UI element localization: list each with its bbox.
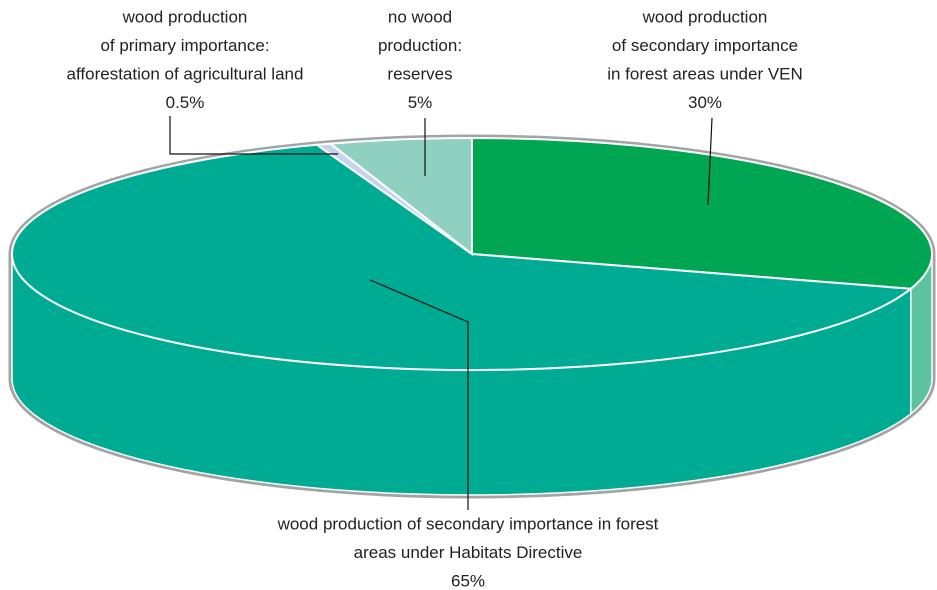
- labels: wood production of secondary importance in…: [67, 7, 803, 590]
- slice-label: wood production: [642, 7, 768, 26]
- value-label: 5%: [408, 93, 433, 112]
- slice-label: no wood: [388, 7, 452, 26]
- value-label: 65%: [451, 571, 485, 590]
- value-label: 30%: [688, 93, 722, 112]
- slice-label: of primary importance:: [100, 36, 269, 55]
- slice-label: in forest areas under VEN: [607, 64, 803, 83]
- slice-label: reserves: [387, 64, 452, 83]
- slice-label: of secondary importance: [612, 36, 798, 55]
- leader-line: [169, 116, 338, 155]
- slice: [11, 143, 914, 371]
- leader-line: [707, 117, 713, 206]
- slice: [471, 136, 933, 290]
- slice-label: wood production: [122, 7, 248, 26]
- value-label: 0.5%: [166, 93, 205, 112]
- pie: [8, 134, 936, 499]
- slice-label: afforestation of agricultural land: [67, 64, 304, 83]
- leader-lines: [169, 116, 713, 510]
- slice-label: production:: [378, 36, 462, 55]
- leader-line: [369, 279, 469, 510]
- slice: [327, 136, 473, 257]
- slice-label: areas under Habitats Directive: [354, 543, 583, 562]
- slice-label: wood production of secondary importance …: [277, 514, 659, 533]
